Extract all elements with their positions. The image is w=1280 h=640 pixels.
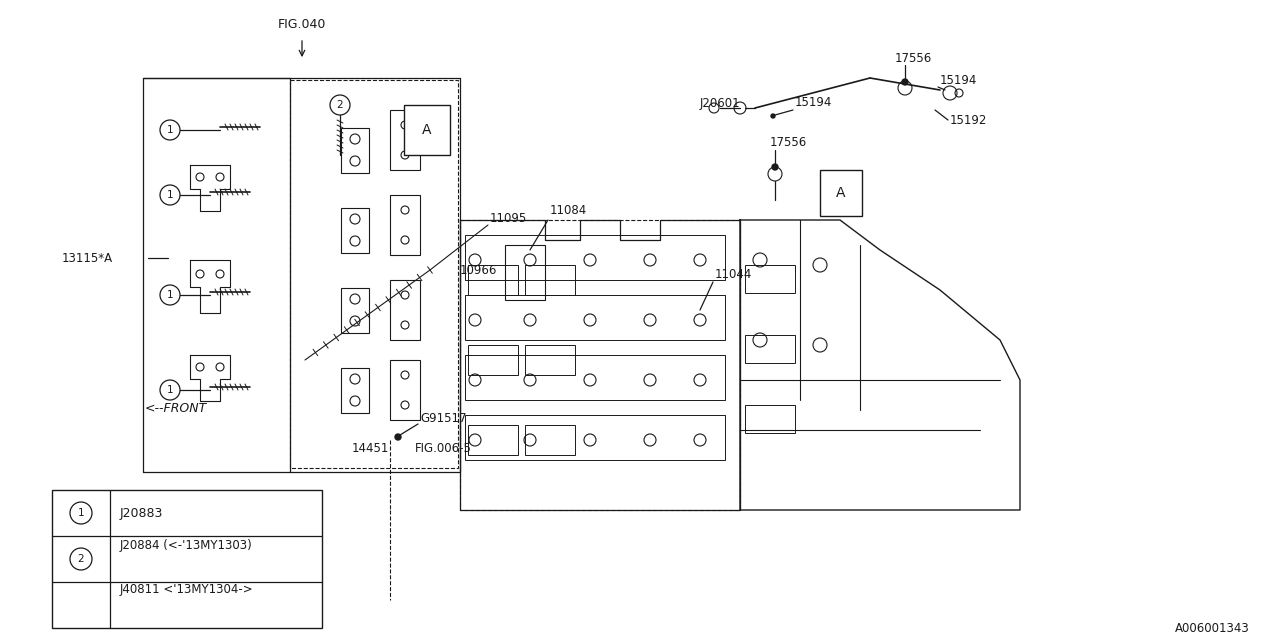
Circle shape bbox=[771, 114, 774, 118]
Text: G91517: G91517 bbox=[420, 412, 466, 424]
Text: FIG.040: FIG.040 bbox=[278, 19, 326, 31]
Text: 17556: 17556 bbox=[771, 136, 808, 150]
Circle shape bbox=[772, 164, 778, 170]
Bar bbox=[745, 335, 795, 363]
Text: 2: 2 bbox=[337, 100, 343, 110]
Bar bbox=[291, 80, 458, 468]
Bar bbox=[745, 405, 795, 433]
Bar bbox=[465, 295, 724, 340]
Bar bbox=[525, 425, 575, 455]
Bar bbox=[340, 288, 369, 333]
Text: 13115*A: 13115*A bbox=[61, 252, 113, 264]
Bar bbox=[465, 235, 724, 280]
Circle shape bbox=[396, 434, 401, 440]
Text: 1: 1 bbox=[78, 508, 84, 518]
Bar bbox=[468, 425, 518, 455]
Text: 2: 2 bbox=[78, 554, 84, 564]
Text: A006001343: A006001343 bbox=[1175, 621, 1251, 634]
Text: 15194: 15194 bbox=[795, 97, 832, 109]
Bar bbox=[468, 345, 518, 375]
Bar bbox=[340, 368, 369, 413]
Bar bbox=[340, 128, 369, 173]
Bar bbox=[52, 490, 323, 628]
Text: 1: 1 bbox=[166, 385, 173, 395]
Bar bbox=[404, 105, 451, 155]
Bar bbox=[506, 245, 545, 300]
Text: 1: 1 bbox=[166, 125, 173, 135]
Bar bbox=[468, 265, 518, 295]
Text: J20883: J20883 bbox=[120, 506, 164, 520]
Text: FIG.006-5: FIG.006-5 bbox=[415, 442, 472, 454]
Text: 11084: 11084 bbox=[550, 204, 588, 216]
Bar bbox=[525, 345, 575, 375]
Text: J20884 (<-'13MY1303): J20884 (<-'13MY1303) bbox=[120, 538, 252, 552]
Bar bbox=[525, 265, 575, 295]
Text: 15192: 15192 bbox=[950, 113, 987, 127]
Text: J40811 <'13MY1304->: J40811 <'13MY1304-> bbox=[120, 584, 253, 596]
Text: 15194: 15194 bbox=[940, 74, 978, 86]
Bar bbox=[340, 208, 369, 253]
Text: J20601: J20601 bbox=[700, 97, 741, 109]
Bar bbox=[465, 355, 724, 400]
Text: 10966: 10966 bbox=[460, 264, 498, 276]
Bar bbox=[460, 220, 740, 510]
Text: 17556: 17556 bbox=[895, 51, 932, 65]
Text: A: A bbox=[836, 186, 846, 200]
Bar bbox=[465, 415, 724, 460]
Text: A: A bbox=[422, 123, 431, 137]
Bar bbox=[820, 170, 861, 216]
Text: 11095: 11095 bbox=[490, 211, 527, 225]
Text: 11044: 11044 bbox=[716, 269, 753, 282]
Circle shape bbox=[902, 79, 908, 85]
Text: <--FRONT: <--FRONT bbox=[145, 401, 207, 415]
Bar bbox=[745, 265, 795, 293]
Text: 1: 1 bbox=[166, 190, 173, 200]
Text: 14451: 14451 bbox=[352, 442, 389, 454]
Text: 1: 1 bbox=[166, 290, 173, 300]
